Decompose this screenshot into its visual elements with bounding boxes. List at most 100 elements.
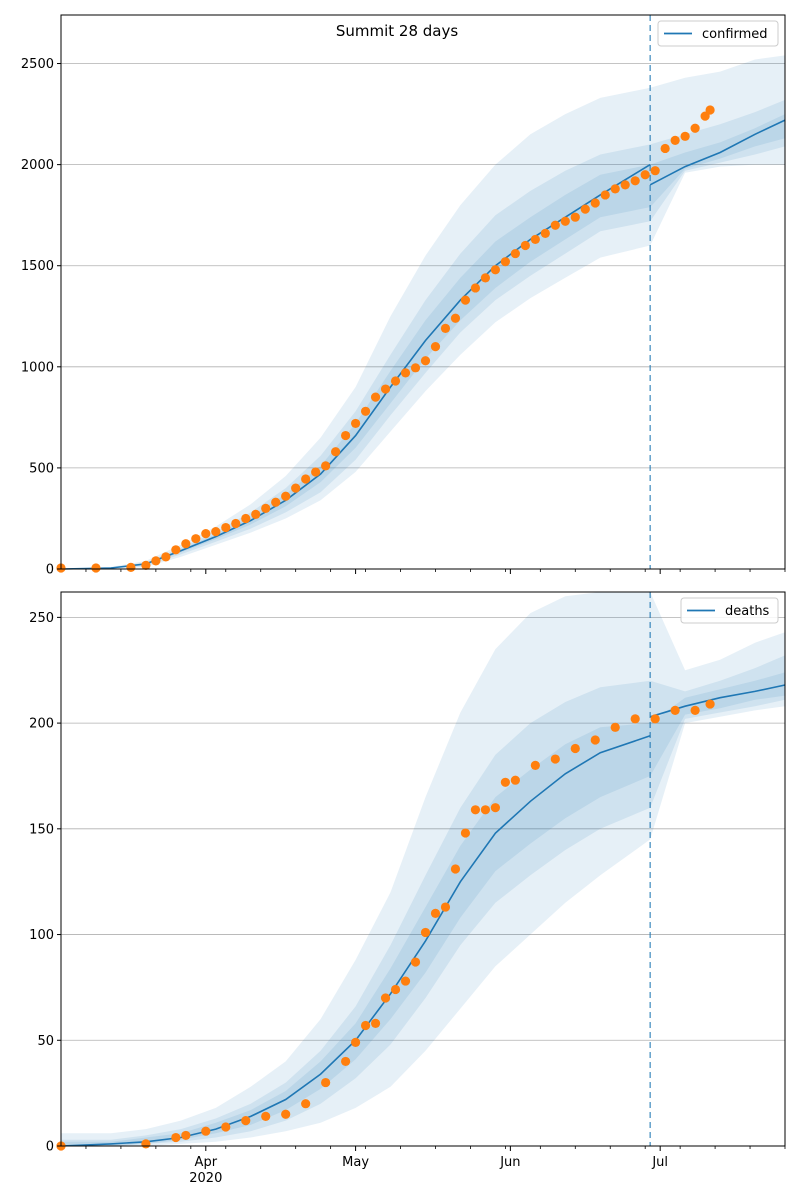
observed-point xyxy=(500,257,510,267)
figure-title: Summit 28 days xyxy=(336,22,459,40)
observed-point xyxy=(440,902,451,912)
observed-point xyxy=(301,474,311,484)
observed-point xyxy=(630,176,640,186)
y-tick-label: 250 xyxy=(29,611,54,626)
y-tick-label: 1500 xyxy=(21,259,54,274)
y-tick-label: 200 xyxy=(29,717,54,732)
observed-point xyxy=(590,735,600,745)
uncertainty-band xyxy=(61,592,785,1146)
y-tick-label: 150 xyxy=(29,822,54,837)
y-tick-label: 1000 xyxy=(21,360,54,375)
observed-point xyxy=(370,1018,381,1028)
legend: deaths xyxy=(680,597,779,624)
observed-point xyxy=(281,491,291,501)
observed-point xyxy=(341,1056,351,1067)
observed-point xyxy=(680,131,690,141)
observed-point xyxy=(610,184,620,194)
y-tick-label: 2500 xyxy=(21,57,54,72)
observed-point xyxy=(690,123,700,133)
legend-box xyxy=(680,597,779,624)
observed-point xyxy=(470,805,481,815)
observed-point xyxy=(360,406,371,416)
observed-point xyxy=(201,529,211,539)
observed-point xyxy=(700,111,710,121)
observed-point xyxy=(430,908,441,919)
y-tick-label: 50 xyxy=(37,1034,54,1049)
observed-point xyxy=(271,497,281,507)
observed-point xyxy=(620,180,630,190)
observed-point xyxy=(470,283,481,293)
uncertainty-band xyxy=(61,655,785,1146)
axes-frame xyxy=(60,14,786,570)
observed-point xyxy=(360,1020,371,1031)
observed-point xyxy=(191,534,201,544)
observed-point xyxy=(311,467,321,477)
uncertainty-band xyxy=(61,114,785,569)
observed-point xyxy=(241,1116,251,1126)
confirmed-panel: 0 500 1000 1500 2000 2500 confirmed xyxy=(21,14,786,578)
x-tick-label: Apr xyxy=(195,1155,218,1170)
x-tick-label: Jun xyxy=(499,1155,520,1170)
y-tick-label: 2000 xyxy=(21,158,54,173)
observed-point xyxy=(201,1126,211,1136)
observed-point xyxy=(331,447,341,457)
observed-point xyxy=(341,430,351,441)
legend-box xyxy=(657,20,779,47)
observed-point xyxy=(510,248,520,259)
observed-point xyxy=(570,212,580,222)
x-tick-label: Jul xyxy=(651,1155,668,1170)
observed-point xyxy=(450,864,461,874)
observed-point xyxy=(650,714,660,724)
observed-point xyxy=(610,722,620,732)
observed-point xyxy=(560,216,570,226)
legend: confirmed xyxy=(657,20,779,47)
legend-label: confirmed xyxy=(702,27,768,42)
observed-point xyxy=(350,418,361,429)
observed-point xyxy=(580,204,590,214)
observed-point xyxy=(410,363,421,373)
observed-point xyxy=(301,1099,311,1109)
y-tick-label: 500 xyxy=(29,461,54,476)
observed-point xyxy=(670,705,680,716)
observed-point xyxy=(400,976,411,986)
y-tick-label: 0 xyxy=(46,1140,54,1155)
observed-point xyxy=(241,513,251,524)
observed-point xyxy=(141,560,151,570)
observed-point xyxy=(640,170,650,180)
uncertainty-band xyxy=(61,99,785,570)
observed-point xyxy=(380,384,391,394)
observed-point xyxy=(500,777,510,787)
observed-point xyxy=(181,1130,191,1141)
observed-point xyxy=(350,1037,361,1047)
uncertainty-band xyxy=(61,55,785,569)
observed-point xyxy=(126,562,136,572)
observed-point xyxy=(291,483,301,493)
observed-point xyxy=(660,143,670,154)
observed-point xyxy=(490,803,500,813)
observed-point xyxy=(321,461,331,471)
x-tick-label: May xyxy=(342,1155,369,1170)
observed-point xyxy=(221,1122,231,1132)
y-tick-label: 100 xyxy=(29,928,54,943)
observed-point xyxy=(670,135,680,145)
observed-point xyxy=(530,234,540,245)
observed-point xyxy=(550,754,560,764)
observed-point xyxy=(550,220,560,230)
observed-point xyxy=(141,1139,151,1149)
observed-point xyxy=(460,295,471,305)
y-tick-label: 0 xyxy=(46,563,54,578)
observed-point xyxy=(171,545,181,555)
observed-point xyxy=(410,957,421,967)
observed-point xyxy=(161,552,171,562)
observed-point xyxy=(171,1132,181,1143)
deaths-panel: 0 50 100 150 200 250 Apr May Jun Jul 2020 deaths xyxy=(29,591,786,1186)
observed-point xyxy=(261,1111,271,1121)
legend-label: deaths xyxy=(725,604,770,619)
observed-point xyxy=(705,699,715,709)
observed-point xyxy=(420,927,431,938)
observed-point xyxy=(530,760,540,770)
observed-point xyxy=(151,556,161,566)
observed-point xyxy=(281,1109,291,1119)
observed-point xyxy=(211,526,221,537)
